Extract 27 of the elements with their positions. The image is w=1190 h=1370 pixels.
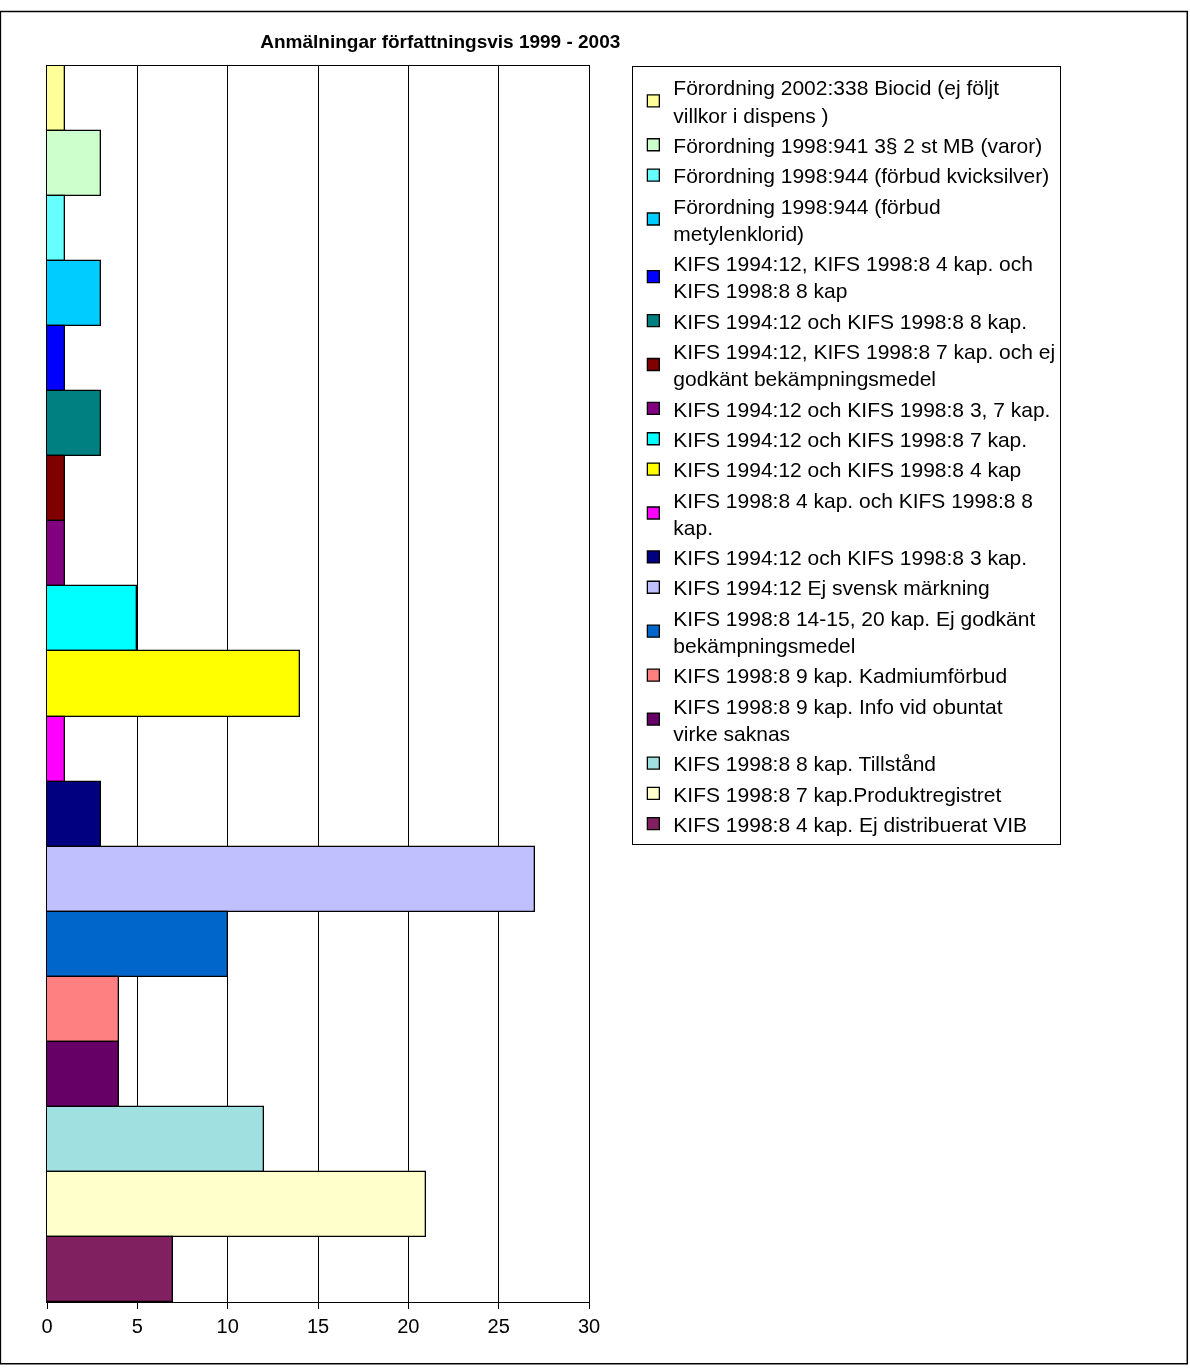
x-tick-label: 5 [131,1315,143,1337]
legend-label: KIFS 1994:12, KIFS 1998:8 7 kap. och ej godkänt bekämpningsmedel [673,340,1056,391]
legend-label: Förordning 1998:944 (förbud metylenklorid) [673,194,941,245]
x-tick-label: 30 [577,1315,601,1337]
legend-label: KIFS 1994:12 och KIFS 1998:8 7 kap. [673,427,1028,451]
x-tick-label: 10 [216,1315,239,1337]
x-tick-label: 15 [306,1315,330,1337]
x-tick-label: 0 [41,1315,53,1337]
legend-label: Förordning 1998:941 3§ 2 st MB (varor) [673,133,1043,157]
legend-label: KIFS 1998:8 4 kap. Ej distribuerat VIB [673,812,1028,836]
legend-label: KIFS 1998:8 4 kap. och KIFS 1998:8 8 kap. [673,488,1033,539]
chart-title: Anmälningar författningsvis 1999 - 2003 [260,30,621,52]
legend-label: KIFS 1994:12 och KIFS 1998:8 4 kap [673,458,1022,482]
x-tick-label: 25 [487,1315,510,1337]
legend-label: KIFS 1998:8 7 kap.Produktregistret [673,782,1002,806]
legend-label: KIFS 1994:12, KIFS 1998:8 4 kap. och KIFS 1998:8 8 kap [673,252,1033,303]
legend-label: Förordning 1998:944 (förbud kvicksilver) [673,164,1050,188]
legend-label: KIFS 1998:8 8 kap. Tillstånd [673,752,937,776]
legend-label: Förordning 2002:338 Biocid (ej följt villkor i dispens ) [673,76,1000,127]
legend-label: KIFS 1994:12 och KIFS 1998:8 3 kap. [673,546,1028,570]
legend-label: KIFS 1998:8 9 kap. Kadmiumförbud [673,664,1008,688]
legend-label: KIFS 1994:12 och KIFS 1998:8 3, 7 kap. [673,397,1051,421]
legend-label: KIFS 1994:12 och KIFS 1998:8 8 kap. [673,309,1028,333]
legend-label: KIFS 1998:8 9 kap. Info vid obuntat virke saknas [673,694,1003,745]
x-tick-label: 20 [397,1315,420,1337]
legend-label: KIFS 1998:8 14-15, 20 kap. Ej godkänt bekämpningsmedel [673,606,1036,658]
legend-label: KIFS 1994:12 Ej svensk märkning [673,576,990,600]
